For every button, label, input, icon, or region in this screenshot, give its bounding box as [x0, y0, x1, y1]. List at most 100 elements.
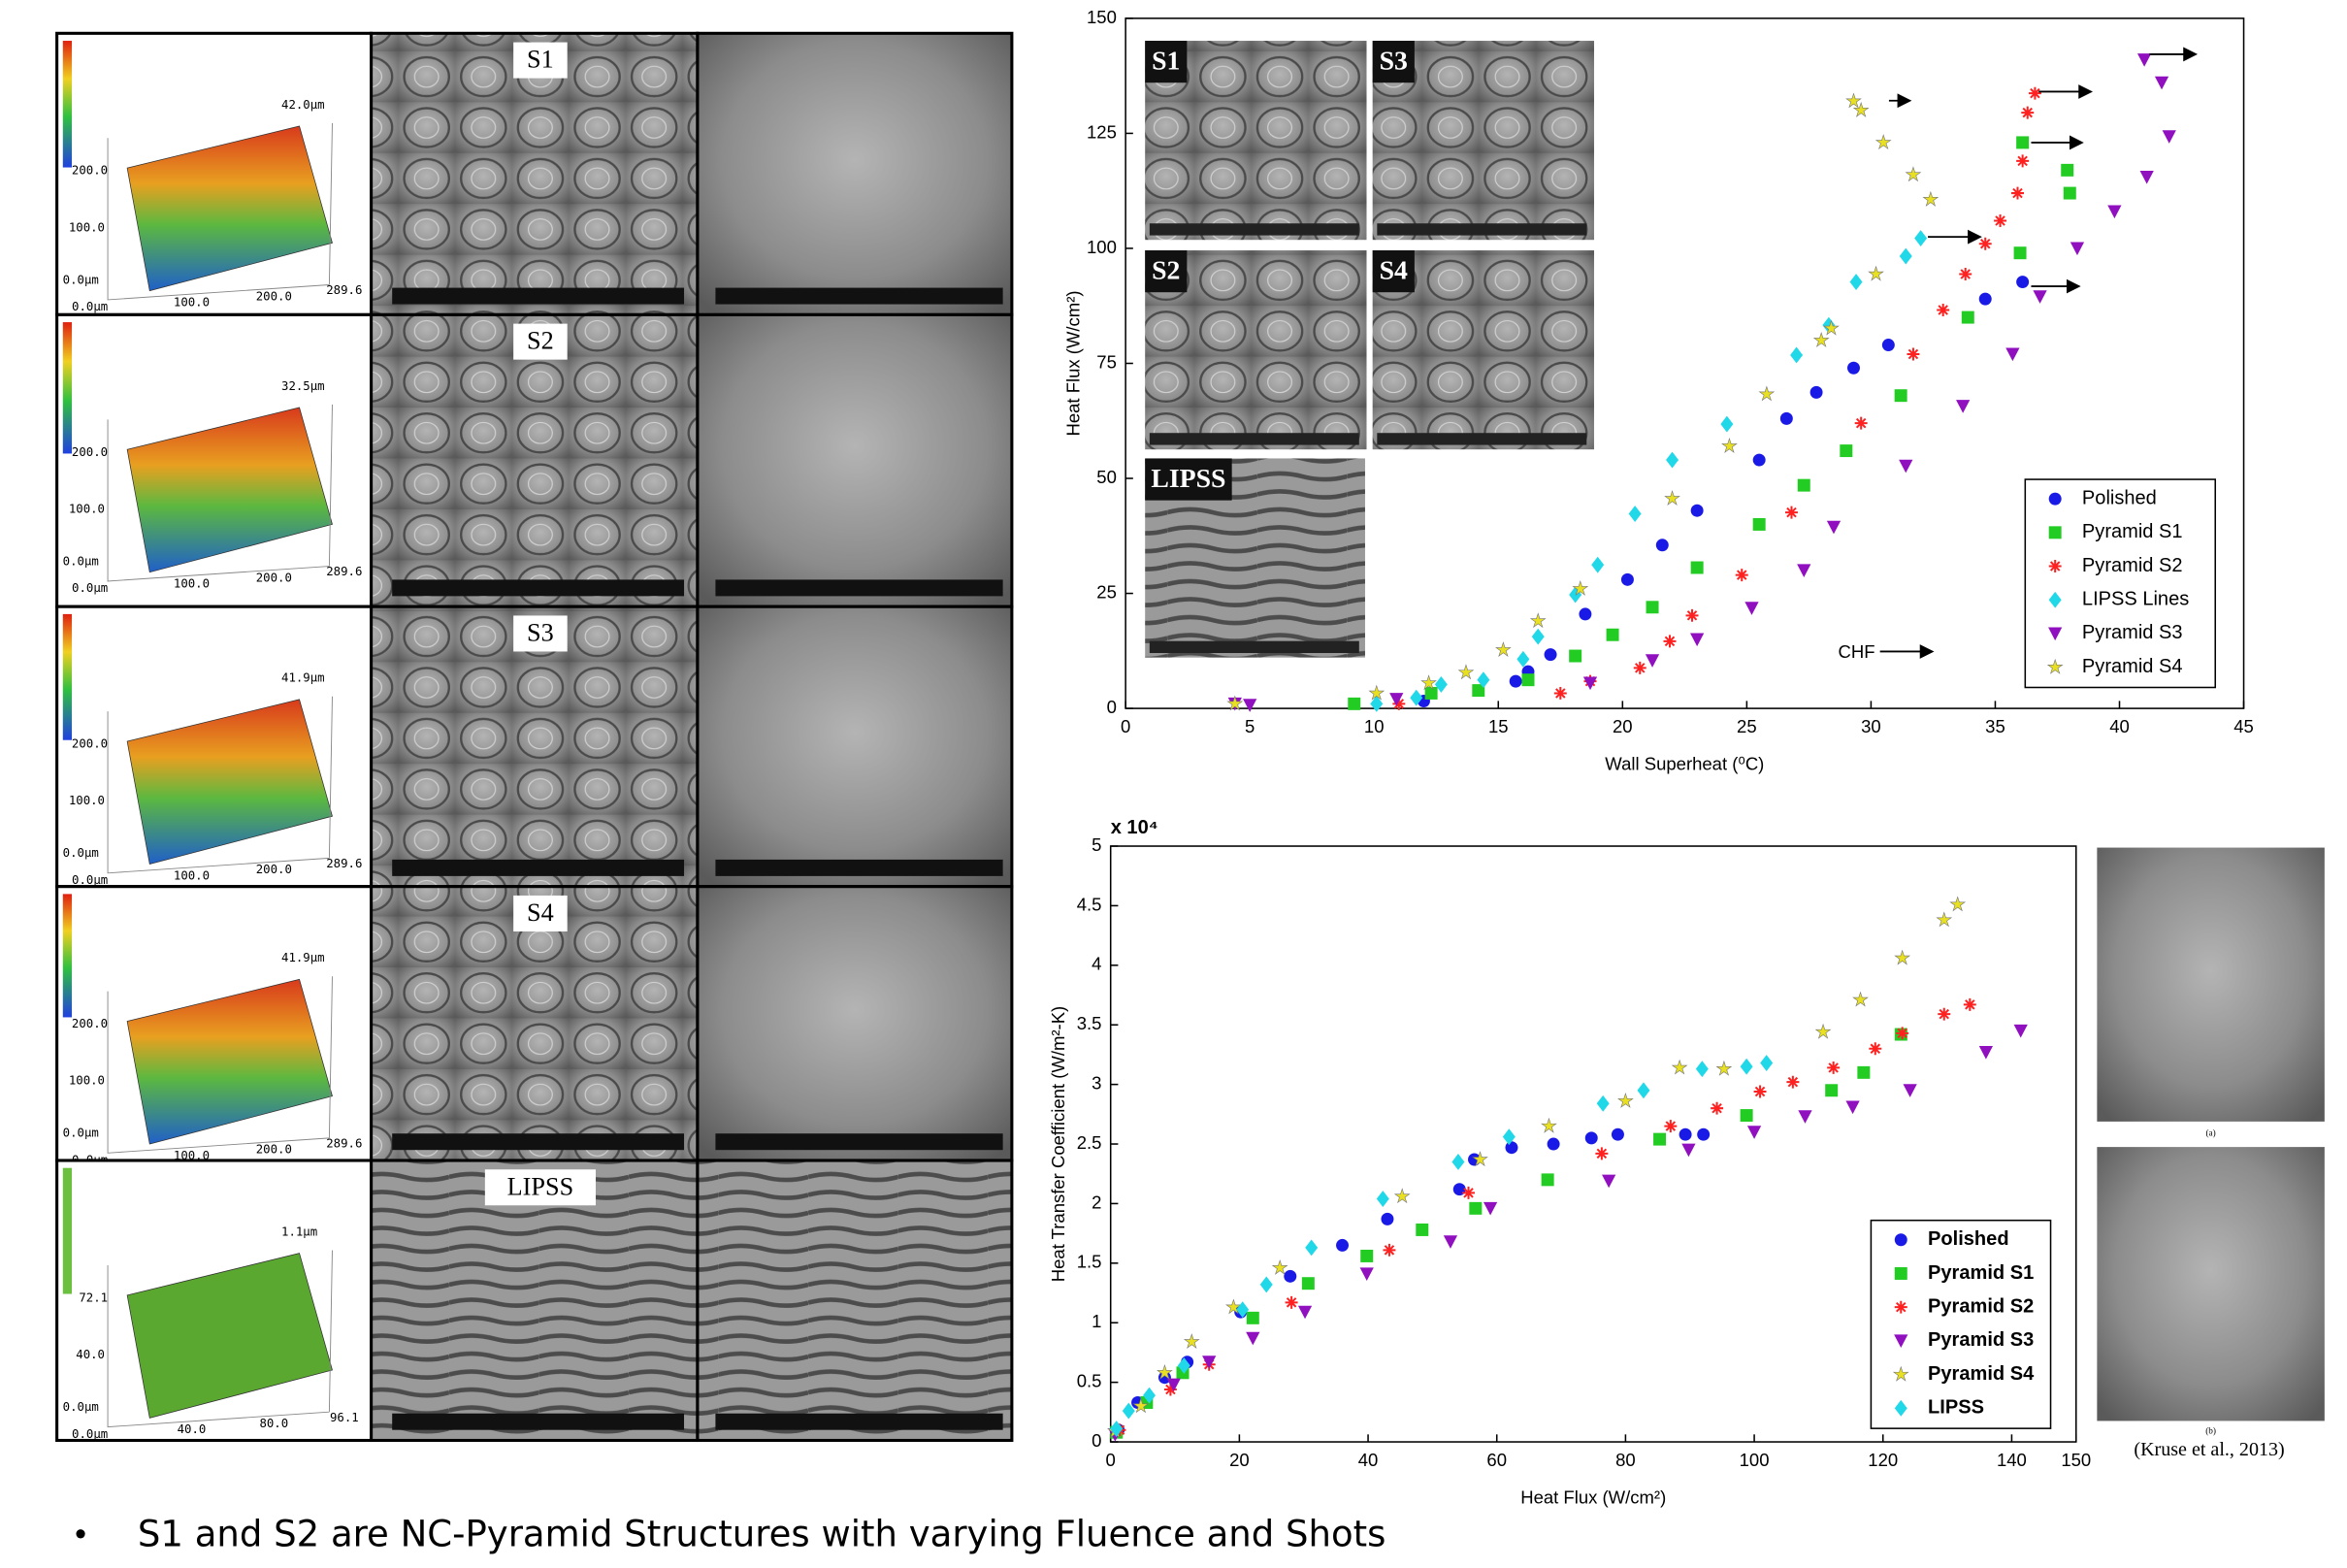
sem-label-box [513, 615, 568, 652]
point [1959, 268, 1972, 280]
point [1711, 1101, 1724, 1115]
point [1521, 673, 1535, 687]
point [1383, 1243, 1396, 1257]
scale-bar [392, 859, 685, 876]
image-label: (a) [2205, 1128, 2215, 1138]
y-tick-label: 100 [1087, 237, 1117, 257]
x-tick-label: 10 [1364, 716, 1385, 736]
legend-label: Pyramid S2 [1928, 1295, 2034, 1317]
profile-label: 200.0 [72, 737, 108, 751]
point [1424, 686, 1438, 700]
bullet-text: S1 and S2 are NC-Pyramid Structures with… [138, 1514, 1386, 1555]
point [1905, 166, 1922, 182]
point [1740, 1058, 1753, 1075]
point [1477, 671, 1490, 689]
inset-label: LIPSS [1151, 464, 1225, 494]
point [1469, 1201, 1483, 1215]
point [1451, 1154, 1465, 1170]
point [2013, 1024, 2028, 1038]
legend-label: Pyramid S3 [2082, 622, 2183, 643]
x-tick-label: 40 [2109, 716, 2130, 736]
point [1569, 649, 1582, 663]
sem-label-box [484, 1169, 597, 1206]
x-tick-label: 15 [1488, 716, 1509, 736]
scale-bar [715, 859, 1003, 876]
point [1163, 1383, 1177, 1396]
point [2016, 276, 2030, 289]
point [1735, 569, 1748, 582]
profile-label: 41.9µm [281, 951, 325, 964]
point [1305, 1239, 1319, 1257]
legend-label: LIPSS Lines [2082, 589, 2189, 610]
axes-3d [107, 696, 333, 874]
legend-marker [1894, 1233, 1907, 1247]
colorbar [62, 322, 73, 454]
point [1752, 453, 1766, 467]
sem-label: S2 [527, 327, 554, 355]
inset-label: S4 [1380, 256, 1408, 286]
profile-label: 100.0 [69, 502, 105, 515]
tem-image [2097, 1147, 2325, 1421]
point [1881, 339, 1895, 352]
legend-label: Polished [1928, 1228, 2009, 1250]
profile-label: 200.0 [256, 289, 292, 303]
y-tick-label: 25 [1096, 581, 1117, 602]
scale-bar [392, 579, 685, 597]
point [1259, 1276, 1273, 1293]
profile-label: 100.0 [174, 868, 210, 882]
point [1655, 539, 1669, 552]
point [1509, 674, 1522, 688]
point [1301, 1277, 1315, 1290]
x-tick-label: 0 [1106, 1450, 1116, 1470]
point [1938, 1007, 1951, 1021]
point [1584, 1131, 1598, 1145]
axes-3d [107, 122, 333, 301]
y-tick-label: 2.5 [1077, 1132, 1102, 1153]
point [1572, 580, 1589, 596]
inset-scale-bar [1149, 223, 1359, 236]
profile-label: 200.0 [256, 1143, 292, 1157]
point [1690, 633, 1705, 647]
point [1579, 607, 1592, 621]
legend [2024, 478, 2217, 689]
inset-scale-bar [1377, 433, 1587, 445]
sem-image [696, 604, 1014, 889]
point [1472, 684, 1485, 698]
sem-label: S3 [527, 619, 554, 647]
x-tick-label: 150 [2061, 1450, 2091, 1470]
profile-label: 200.0 [256, 863, 292, 876]
point [1664, 1120, 1678, 1133]
point [1284, 1269, 1297, 1283]
inset-label-box [1372, 41, 1415, 83]
sem-label-box [513, 323, 568, 360]
sem-image [696, 885, 1014, 1162]
point [2162, 130, 2176, 144]
point [1420, 674, 1437, 691]
point [2005, 347, 2020, 362]
point [1823, 319, 1840, 336]
y-tick-label: 1 [1092, 1311, 1101, 1331]
point [1937, 304, 1950, 316]
y-tick-label: 0.5 [1077, 1371, 1102, 1391]
profile-label: 289.6 [326, 565, 362, 578]
point [1978, 292, 1992, 306]
profile-label: 40.0 [178, 1422, 207, 1436]
point [1529, 612, 1547, 629]
y-tick-label: 4 [1092, 954, 1101, 974]
point [1697, 1127, 1711, 1141]
point [1840, 444, 1853, 458]
point [1758, 385, 1776, 402]
x-tick-label: 40 [1358, 1450, 1379, 1470]
sem-image [696, 31, 1014, 316]
point [1653, 1132, 1667, 1146]
scale-bar [715, 1413, 1003, 1430]
surface [126, 407, 333, 573]
x-tick-label: 0 [1121, 716, 1130, 736]
legend-marker [2048, 627, 2063, 641]
point [1553, 686, 1567, 700]
point [1994, 214, 2007, 227]
sem-image [370, 1159, 700, 1443]
inset-label-box [1145, 41, 1188, 83]
scale-bar [392, 1413, 685, 1430]
legend-label: Pyramid S3 [1928, 1329, 2034, 1351]
